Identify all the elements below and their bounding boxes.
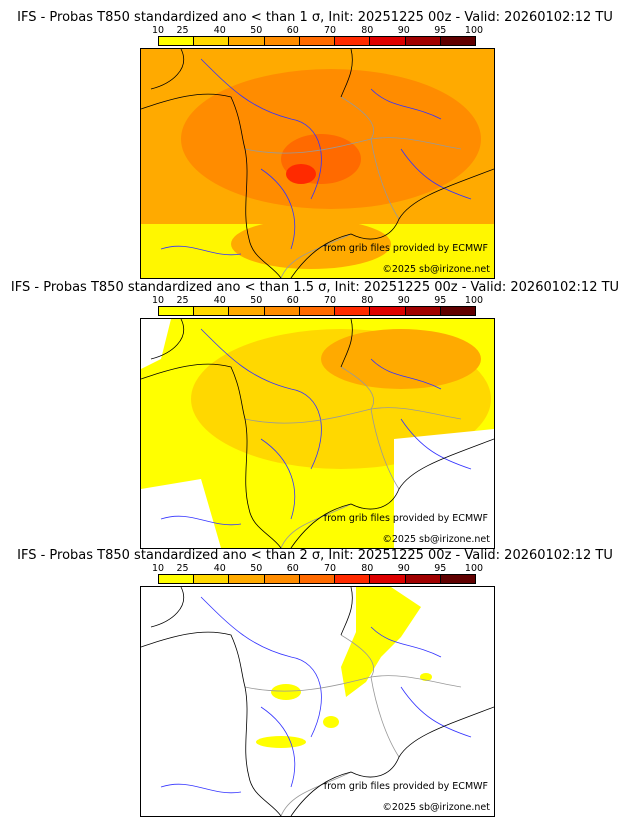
panel-title: IFS - Probas T850 standardized ano < tha…: [10, 280, 620, 295]
colorbar: [158, 306, 476, 316]
map-graphic: [141, 49, 494, 278]
colorbar-tick: 70: [323, 563, 337, 574]
colorbar-swatch: [299, 307, 336, 315]
colorbar-tick: 50: [250, 563, 263, 574]
colorbar-tick: 25: [176, 563, 189, 574]
colorbar-swatch: [299, 37, 336, 45]
rivers: [160, 58, 472, 256]
colorbar-tick: 40: [213, 563, 226, 574]
colorbar-tick: 70: [323, 295, 337, 306]
colorbar-swatch: [229, 307, 265, 315]
copyright-credit: ©2025 sb@irizone.net: [382, 534, 490, 545]
colorbar-tick: 95: [434, 25, 447, 36]
colorbar-tick: 60: [286, 25, 299, 36]
probability-map: from grib files provided by ECMWF ©2025 …: [140, 48, 495, 279]
colorbar-tick: 80: [361, 25, 374, 36]
panel-title: IFS - Probas T850 standardized ano < tha…: [17, 548, 613, 563]
colorbar-tick: 10: [151, 295, 165, 306]
source-credit: from grib files provided by ECMWF: [323, 243, 488, 254]
colorbar-swatch: [159, 307, 195, 315]
colorbar-tick: 10: [151, 25, 165, 36]
borders: [244, 366, 462, 548]
colorbar-ticks: 10 25 40 50 60 70 80 90 95 100: [152, 25, 483, 36]
colorbar: [158, 574, 476, 584]
rivers: [160, 328, 472, 526]
forecast-panel: IFS - Probas T850 standardized ano < tha…: [0, 538, 630, 817]
coastline: [141, 49, 494, 278]
colorbar-swatch: [264, 575, 300, 583]
colorbar-swatch: [440, 307, 475, 315]
colorbar-tick: 60: [286, 563, 299, 574]
colorbar-swatch: [335, 307, 371, 315]
forecast-panel: IFS - Probas T850 standardized ano < tha…: [0, 270, 630, 549]
colorbar-swatch: [194, 575, 230, 583]
colorbar-swatch: [370, 307, 406, 315]
colorbar-swatch: [229, 575, 265, 583]
colorbar-tick: 25: [176, 25, 189, 36]
colorbar-swatch: [440, 575, 475, 583]
colorbar-swatch: [229, 37, 265, 45]
borders: [244, 634, 462, 816]
colorbar-tick: 50: [250, 295, 263, 306]
colorbar-swatch: [194, 307, 230, 315]
map-graphic: [141, 587, 494, 816]
panel-title: IFS - Probas T850 standardized ano < tha…: [17, 10, 613, 25]
colorbar-tick: 50: [250, 25, 263, 36]
colorbar-swatch: [335, 575, 371, 583]
forecast-panel: IFS - Probas T850 standardized ano < tha…: [0, 0, 630, 279]
colorbar-swatch: [405, 307, 441, 315]
colorbar-swatch: [159, 575, 195, 583]
colorbar-tick: 40: [213, 25, 226, 36]
copyright-credit: ©2025 sb@irizone.net: [382, 802, 490, 813]
colorbar-tick: 90: [397, 295, 410, 306]
colorbar-swatch: [405, 575, 441, 583]
source-credit: from grib files provided by ECMWF: [323, 781, 488, 792]
map-graphic: [141, 319, 494, 548]
copyright-credit: ©2025 sb@irizone.net: [382, 264, 490, 275]
colorbar-tick: 10: [151, 563, 165, 574]
colorbar-tick: 90: [397, 563, 410, 574]
colorbar-tick: 100: [464, 295, 484, 306]
colorbar: [158, 36, 476, 46]
colorbar-tick: 95: [434, 563, 447, 574]
colorbar-tick: 90: [397, 25, 410, 36]
colorbar-swatch: [440, 37, 475, 45]
colorbar-swatch: [264, 307, 300, 315]
colorbar-tick: 80: [361, 295, 374, 306]
colorbar-swatch: [405, 37, 441, 45]
colorbar-tick: 70: [323, 25, 337, 36]
colorbar-ticks: 10 25 40 50 60 70 80 90 95 100: [152, 295, 483, 306]
colorbar-swatch: [264, 37, 300, 45]
colorbar-tick: 95: [434, 295, 447, 306]
colorbar-tick: 25: [176, 295, 189, 306]
colorbar-tick: 80: [361, 563, 374, 574]
colorbar-tick: 40: [213, 295, 226, 306]
colorbar-ticks: 10 25 40 50 60 70 80 90 95 100: [152, 563, 483, 574]
colorbar-swatch: [299, 575, 336, 583]
coastline: [141, 319, 494, 548]
rivers: [160, 596, 472, 794]
colorbar-tick: 100: [464, 25, 484, 36]
colorbar-swatch: [159, 37, 195, 45]
colorbar-swatch: [370, 575, 406, 583]
colorbar-tick: 100: [464, 563, 484, 574]
colorbar-swatch: [194, 37, 230, 45]
probability-map: from grib files provided by ECMWF ©2025 …: [140, 586, 495, 817]
coastline: [141, 587, 494, 816]
colorbar-tick: 60: [286, 295, 299, 306]
colorbar-swatch: [335, 37, 371, 45]
borders: [244, 96, 462, 278]
probability-map: from grib files provided by ECMWF ©2025 …: [140, 318, 495, 549]
colorbar-swatch: [370, 37, 406, 45]
source-credit: from grib files provided by ECMWF: [323, 513, 488, 524]
